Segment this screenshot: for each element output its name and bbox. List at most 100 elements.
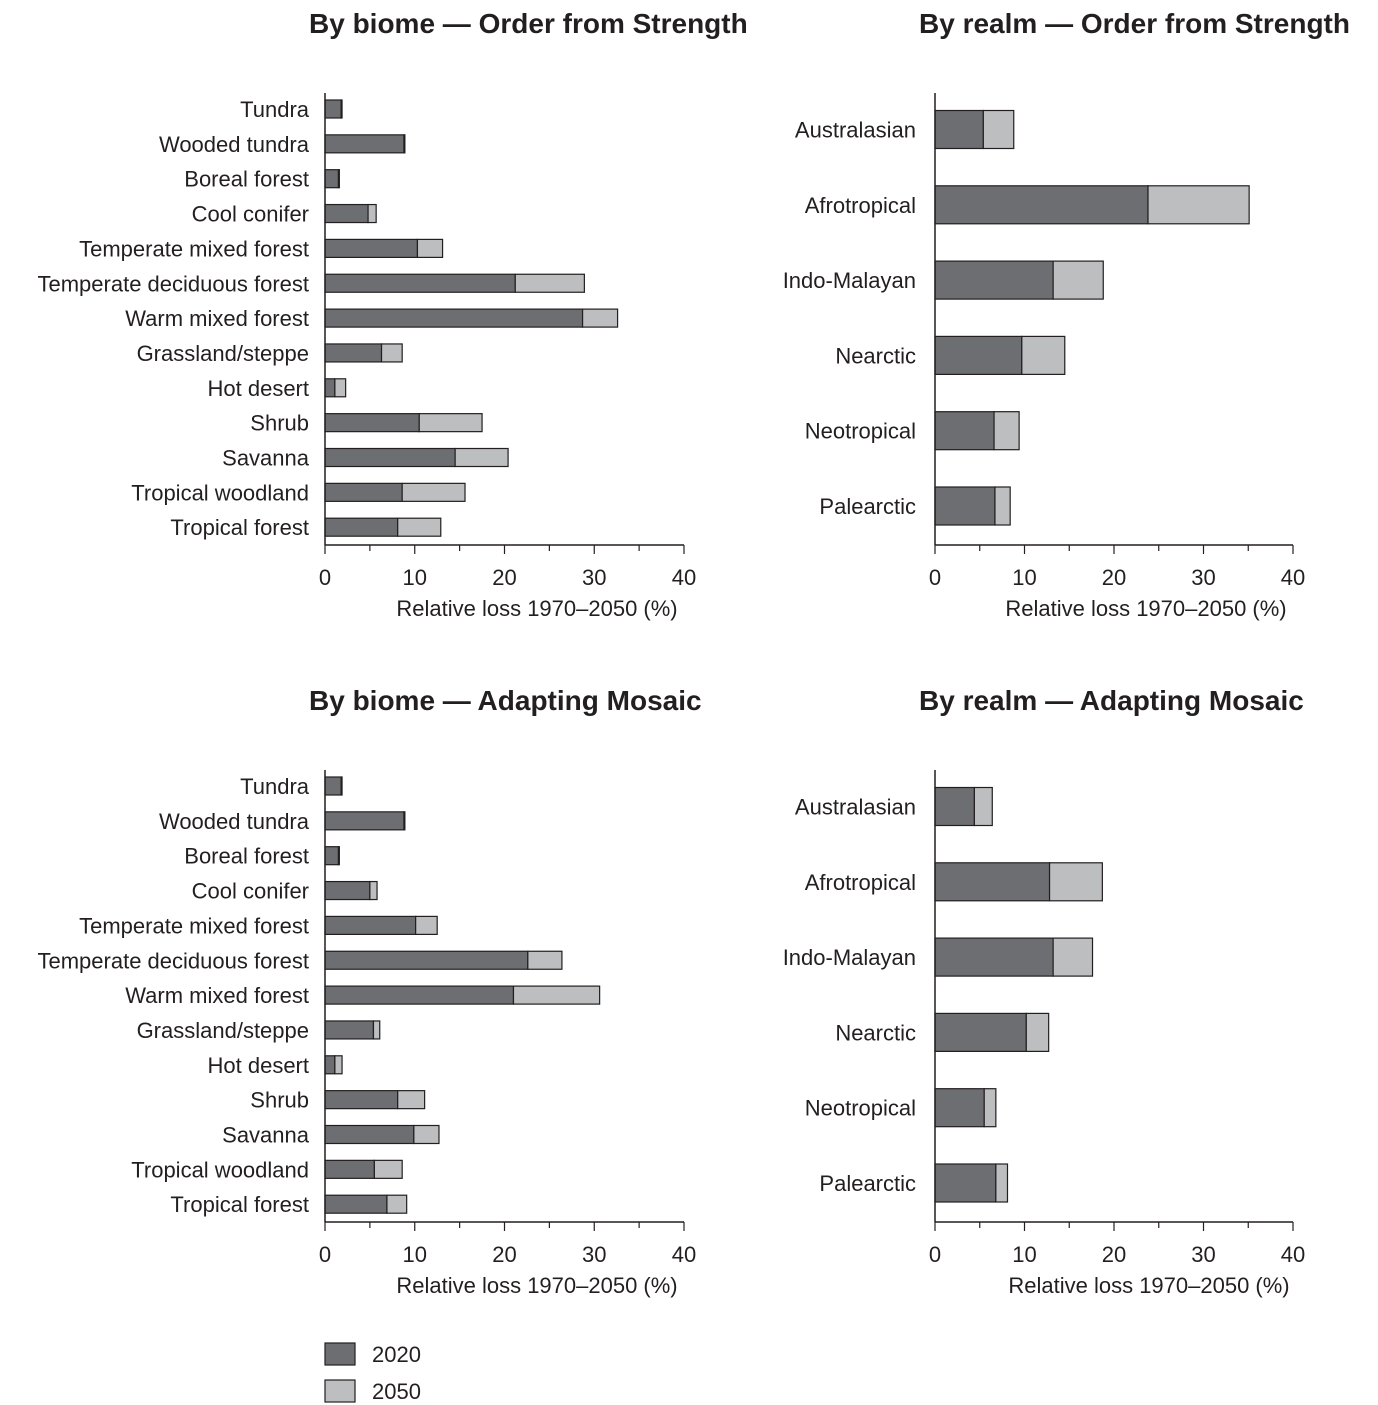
bar-2020 xyxy=(324,846,340,866)
x-tick-label: 40 xyxy=(672,1242,696,1267)
x-axis-title: Relative loss 1970–2050 (%) xyxy=(1008,1273,1289,1298)
category-label: Grassland/steppe xyxy=(137,1018,309,1043)
bar-2050 xyxy=(983,1088,997,1128)
bar-2020 xyxy=(324,880,371,901)
chart-panel: By realm — Adapting Mosaic Australasian Af… xyxy=(783,685,1306,1298)
category-label: Tropical woodland xyxy=(131,480,309,505)
category-label: Indo-Malayan xyxy=(783,945,916,970)
x-tick-label: 20 xyxy=(1102,565,1126,590)
bar-2050 xyxy=(973,786,993,827)
bar-2020 xyxy=(324,273,516,293)
x-tick-label: 10 xyxy=(1012,565,1036,590)
category-label: Neotropical xyxy=(805,419,916,444)
bar-2020 xyxy=(324,1124,415,1145)
x-axis-title: Relative loss 1970–2050 (%) xyxy=(396,596,677,621)
category-label: Temperate mixed forest xyxy=(79,913,309,938)
bar-2020 xyxy=(934,1163,997,1203)
category-label: Temperate deciduous forest xyxy=(38,948,310,973)
bar-2050 xyxy=(403,134,406,154)
bar-2020 xyxy=(324,915,417,936)
category-label: Wooded tundra xyxy=(159,132,310,157)
x-tick-label: 20 xyxy=(492,565,516,590)
x-tick-label: 10 xyxy=(403,1242,427,1267)
chart-panel: By biome — Adapting Mosaic Tundra Wooded t… xyxy=(38,685,702,1298)
bar-2050 xyxy=(403,811,406,831)
bar-2050 xyxy=(982,109,1015,150)
bar-2050 xyxy=(416,238,444,258)
bar-2020 xyxy=(324,203,369,224)
x-tick-label: 20 xyxy=(1102,1242,1126,1267)
category-label: Tropical forest xyxy=(170,515,309,540)
chart-panel: By realm — Order from Strength Australasi… xyxy=(783,8,1350,621)
legend: 2020 2050 xyxy=(324,1342,421,1404)
category-label: Boreal forest xyxy=(184,167,309,192)
x-tick-label: 30 xyxy=(1191,1242,1215,1267)
category-label: Nearctic xyxy=(835,343,916,368)
bar-2050 xyxy=(454,447,509,468)
bar-2020 xyxy=(324,413,420,433)
bar-2050 xyxy=(514,273,585,293)
category-label: Tropical forest xyxy=(170,1192,309,1217)
category-label: Tundra xyxy=(240,774,310,799)
bar-2020 xyxy=(324,1020,375,1040)
category-label: Tundra xyxy=(240,97,310,122)
category-label: Savanna xyxy=(222,1123,310,1148)
category-label: Hot desert xyxy=(208,1053,310,1078)
bar-2020 xyxy=(324,134,405,154)
bar-2020 xyxy=(324,811,405,831)
bar-2050 xyxy=(373,1159,403,1179)
bar-2020 xyxy=(324,950,529,970)
category-label: Australasian xyxy=(795,795,916,820)
x-tick-label: 30 xyxy=(582,565,606,590)
bar-2050 xyxy=(369,880,378,901)
bar-2020 xyxy=(324,343,383,363)
legend-label: 2050 xyxy=(372,1379,421,1404)
bar-2050 xyxy=(386,1194,408,1214)
category-label: Palearctic xyxy=(819,1171,916,1196)
legend-swatch-2020 xyxy=(324,1342,356,1366)
legend-label: 2020 xyxy=(372,1342,421,1367)
category-label: Afrotropical xyxy=(805,870,916,895)
bar-2020 xyxy=(324,517,399,537)
bar-2020 xyxy=(934,260,1054,300)
category-label: Shrub xyxy=(250,411,309,436)
bar-2020 xyxy=(934,335,1023,375)
x-tick-label: 10 xyxy=(1012,1242,1036,1267)
bar-2020 xyxy=(934,109,984,150)
chart-title: By realm — Adapting Mosaic xyxy=(919,685,1304,716)
category-label: Temperate deciduous forest xyxy=(38,271,310,296)
category-label: Warm mixed forest xyxy=(125,983,309,1008)
x-tick-label: 20 xyxy=(492,1242,516,1267)
bar-2050 xyxy=(337,846,340,866)
x-tick-label: 0 xyxy=(319,565,331,590)
x-tick-label: 40 xyxy=(672,565,696,590)
bar-2050 xyxy=(995,1163,1009,1203)
category-label: Warm mixed forest xyxy=(125,306,309,331)
x-tick-label: 30 xyxy=(1191,565,1215,590)
chart-title: By biome — Adapting Mosaic xyxy=(309,685,702,716)
bar-2020 xyxy=(324,169,340,189)
bar-2050 xyxy=(1025,1012,1050,1053)
bar-2050 xyxy=(415,915,438,936)
bar-2020 xyxy=(934,185,1149,225)
bar-2020 xyxy=(324,1090,399,1110)
bar-2050 xyxy=(527,950,563,970)
category-label: Palearctic xyxy=(819,494,916,519)
category-label: Australasian xyxy=(795,118,916,143)
bar-2050 xyxy=(397,517,442,537)
bar-2050 xyxy=(1052,260,1104,300)
bar-2050 xyxy=(334,378,347,398)
category-label: Tropical woodland xyxy=(131,1157,309,1182)
bar-2020 xyxy=(934,862,1051,902)
x-axis-title: Relative loss 1970–2050 (%) xyxy=(396,1273,677,1298)
category-label: Afrotropical xyxy=(805,193,916,218)
legend-swatch-2050 xyxy=(324,1379,356,1403)
x-tick-label: 30 xyxy=(582,1242,606,1267)
category-label: Cool conifer xyxy=(192,202,309,227)
bar-2020 xyxy=(934,1012,1027,1053)
bar-2050 xyxy=(581,308,619,328)
bar-2020 xyxy=(934,486,996,526)
x-tick-label: 10 xyxy=(403,565,427,590)
bar-2050 xyxy=(401,482,466,502)
